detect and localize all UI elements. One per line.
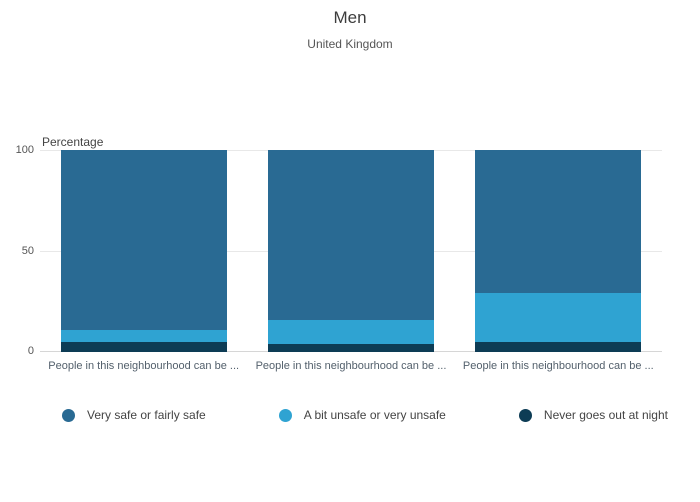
bar-segment[interactable] bbox=[475, 341, 642, 352]
legend-marker-circle bbox=[62, 408, 75, 422]
chart-subtitle: United Kingdom bbox=[307, 37, 393, 51]
bar-segment[interactable] bbox=[475, 293, 642, 342]
y-tick-100: 100 bbox=[15, 144, 34, 156]
stacked-bar bbox=[475, 150, 642, 352]
bar-segment[interactable] bbox=[60, 329, 227, 342]
legend-label: Never goes out at night bbox=[543, 408, 668, 422]
plot-area bbox=[40, 150, 662, 352]
bar-band bbox=[455, 150, 662, 352]
stacked-bar bbox=[60, 150, 227, 352]
x-axis-labels: People in this neighbourhood can be ... P… bbox=[40, 360, 662, 372]
chart-title: Men bbox=[333, 8, 367, 27]
legend-marker-circle bbox=[518, 408, 532, 422]
x-axis-label: People in this neighbourhood can be ... bbox=[462, 360, 654, 372]
bar-band bbox=[247, 150, 454, 352]
bar-segment[interactable] bbox=[268, 343, 434, 352]
bars bbox=[40, 150, 662, 352]
legend-item-a-bit-unsafe[interactable]: A bit unsafe or very unsafe bbox=[278, 408, 446, 422]
x-axis-label: People in this neighbourhood can be ... bbox=[255, 360, 447, 372]
bar-segment[interactable] bbox=[268, 150, 434, 320]
bar-segment[interactable] bbox=[60, 341, 227, 352]
legend-marker-circle bbox=[278, 408, 292, 422]
bar-segment[interactable] bbox=[475, 150, 642, 294]
stacked-bar bbox=[268, 150, 434, 352]
legend-label: Very safe or fairly safe bbox=[87, 408, 206, 422]
y-axis-title: Percentage bbox=[42, 135, 104, 149]
legend-label: A bit unsafe or very unsafe bbox=[303, 408, 446, 422]
bar-segment[interactable] bbox=[60, 150, 227, 330]
x-axis-label: People in this neighbourhood can be ... bbox=[48, 360, 240, 372]
bar-band bbox=[40, 150, 247, 352]
y-tick-50: 50 bbox=[21, 245, 34, 257]
legend-item-very-safe[interactable]: Very safe or fairly safe bbox=[62, 408, 206, 422]
y-tick-0: 0 bbox=[27, 345, 34, 357]
legend: Very safe or fairly safe A bit unsafe or… bbox=[62, 408, 668, 422]
bar-segment[interactable] bbox=[268, 319, 434, 344]
legend-item-never-goes-out[interactable]: Never goes out at night bbox=[518, 408, 668, 422]
